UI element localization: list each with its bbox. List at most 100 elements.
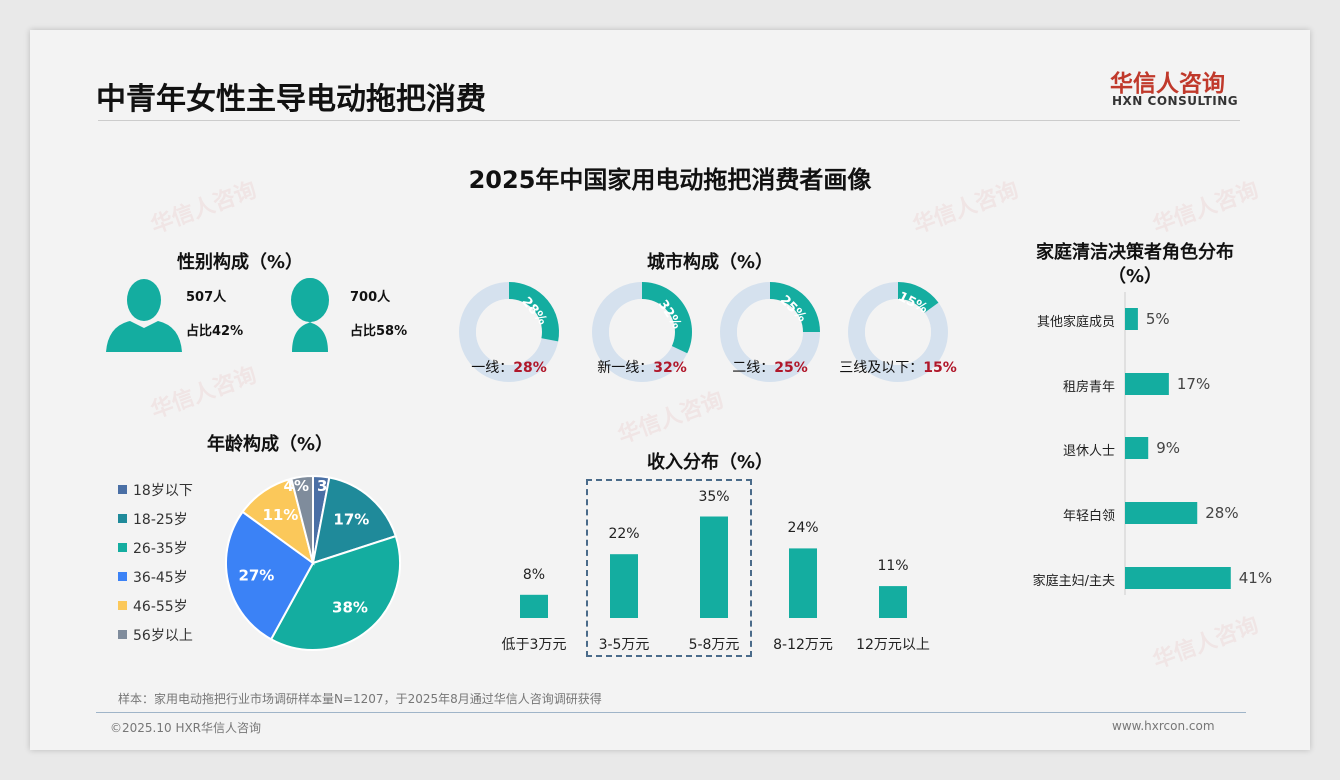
city-donuts: 28% 32% 25% 15%: [459, 282, 948, 382]
legend-item: 18-25岁: [118, 504, 193, 533]
city-label: 新一线：32%: [572, 357, 712, 377]
income-bar: [610, 554, 638, 618]
legend-label: 46-55岁: [133, 598, 188, 615]
legend-label: 18-25岁: [133, 511, 188, 528]
city-value: 25%: [774, 360, 808, 376]
role-bars: [1124, 292, 1231, 595]
age-legend: 18岁以下 18-25岁 26-35岁 36-45岁 46-55岁 56岁以上: [118, 475, 193, 649]
legend-label: 26-35岁: [133, 540, 188, 557]
pie-slice: [225, 510, 315, 641]
legend-swatch: [118, 630, 127, 639]
role-category: 其他家庭成员: [1036, 315, 1115, 330]
city-name: 新一线：: [597, 360, 654, 376]
age-pie: 3%17%38%27%11%4%: [225, 474, 401, 651]
role-category: 退休人士: [1062, 444, 1115, 459]
logo-en: HXN CONSULTING: [1112, 94, 1239, 108]
role-category: 租房青年: [1062, 380, 1115, 395]
legend-item: 36-45岁: [118, 562, 193, 591]
role-value: 5%: [1145, 310, 1170, 328]
income-category: 8-12万元: [773, 637, 833, 653]
city-value: 15%: [923, 360, 957, 376]
legend-label: 56岁以上: [133, 627, 193, 644]
donut-hole: [476, 299, 542, 365]
role-bar: [1125, 373, 1169, 395]
legend-swatch: [118, 485, 127, 494]
city-name: 二线：: [732, 360, 775, 376]
age-title: 年龄构成（%）: [206, 434, 334, 455]
income-bar: [879, 586, 907, 618]
income-value: 24%: [787, 520, 819, 537]
male-share: 占比42%: [186, 324, 244, 339]
legend-swatch: [118, 572, 127, 581]
logo-cn: 华信人咨询: [1110, 71, 1225, 97]
website-link[interactable]: www.hxrcon.com: [1112, 719, 1215, 733]
income-category: 5-8万元: [688, 637, 740, 653]
female-icon: [291, 278, 329, 352]
income-title: 收入分布（%）: [646, 452, 774, 473]
role-value: 28%: [1205, 504, 1239, 522]
role-bar: [1125, 502, 1198, 524]
income-bar: [700, 516, 728, 618]
pie-value: 27%: [238, 567, 274, 585]
city-label: 二线：25%: [700, 357, 840, 377]
slide: 中青年女性主导电动拖把消费 华信人咨询 HXN CONSULTING 2025年…: [30, 30, 1310, 750]
city-label: 一线：28%: [439, 357, 579, 377]
city-label: 三线及以下：15%: [828, 357, 968, 377]
income-value: 11%: [877, 558, 909, 575]
income-category: 12万元以上: [856, 637, 930, 653]
role-value: 17%: [1176, 375, 1211, 393]
role-bar: [1125, 567, 1231, 589]
male-icon: [106, 279, 182, 352]
city-value: 32%: [653, 360, 687, 376]
income-category: 低于3万元: [501, 637, 567, 653]
pie-value: 11%: [262, 506, 298, 524]
role-category: 年轻白领: [1062, 509, 1115, 524]
legend-label: 18岁以下: [133, 482, 193, 499]
footer-divider: [96, 712, 1246, 713]
role-title: 家庭清洁决策者角色分布: [1036, 242, 1234, 263]
legend-item: 26-35岁: [118, 533, 193, 562]
pie-slice: [290, 474, 314, 564]
legend-swatch: [118, 514, 127, 523]
income-bar: [520, 594, 548, 618]
pie-slice: [311, 476, 398, 565]
pie-value: 4%: [284, 477, 309, 495]
main-title: 2025年中国家用电动拖把消费者画像: [468, 166, 872, 194]
city-value: 28%: [513, 360, 547, 376]
role-title-unit: （%）: [1107, 266, 1163, 287]
role-bar: [1125, 437, 1149, 459]
income-category: 3-5万元: [598, 637, 650, 653]
logo: 华信人咨询: [1110, 64, 1225, 98]
role-value: 41%: [1238, 569, 1273, 587]
pie-value: 17%: [333, 510, 369, 528]
city-title: 城市构成（%）: [646, 252, 774, 273]
female-count: 700人: [350, 290, 391, 305]
legend-swatch: [118, 601, 127, 610]
role-bar: [1125, 308, 1138, 330]
page-title: 中青年女性主导电动拖把消费: [96, 82, 486, 117]
highlight-box: [586, 479, 752, 657]
city-name: 三线及以下：: [839, 360, 924, 376]
person-icons: [106, 278, 329, 352]
legend-item: 46-55岁: [118, 591, 193, 620]
legend-item: 56岁以上: [118, 620, 193, 649]
donut-hole: [865, 299, 931, 365]
income-value: 22%: [608, 526, 640, 543]
legend-item: 18岁以下: [118, 475, 193, 504]
female-share: 占比58%: [350, 324, 408, 339]
donut-hole: [609, 299, 675, 365]
copyright: ©2025.10 HXR华信人咨询: [110, 721, 262, 735]
donut-hole: [737, 299, 803, 365]
legend-label: 36-45岁: [133, 569, 188, 586]
role-value: 9%: [1156, 439, 1181, 457]
pie-value: 38%: [332, 599, 368, 617]
income-bars: [520, 516, 907, 618]
legend-swatch: [118, 543, 127, 552]
sample-note: 样本：家用电动拖把行业市场调研样本量N=1207，于2025年8月通过华信人咨询…: [118, 692, 602, 706]
income-bar: [789, 548, 817, 618]
gender-title: 性别构成（%）: [176, 252, 304, 273]
role-category: 家庭主妇/主夫: [1032, 574, 1115, 589]
pie-slice: [269, 534, 401, 651]
income-value: 8%: [522, 566, 546, 583]
divider: [98, 120, 1240, 121]
